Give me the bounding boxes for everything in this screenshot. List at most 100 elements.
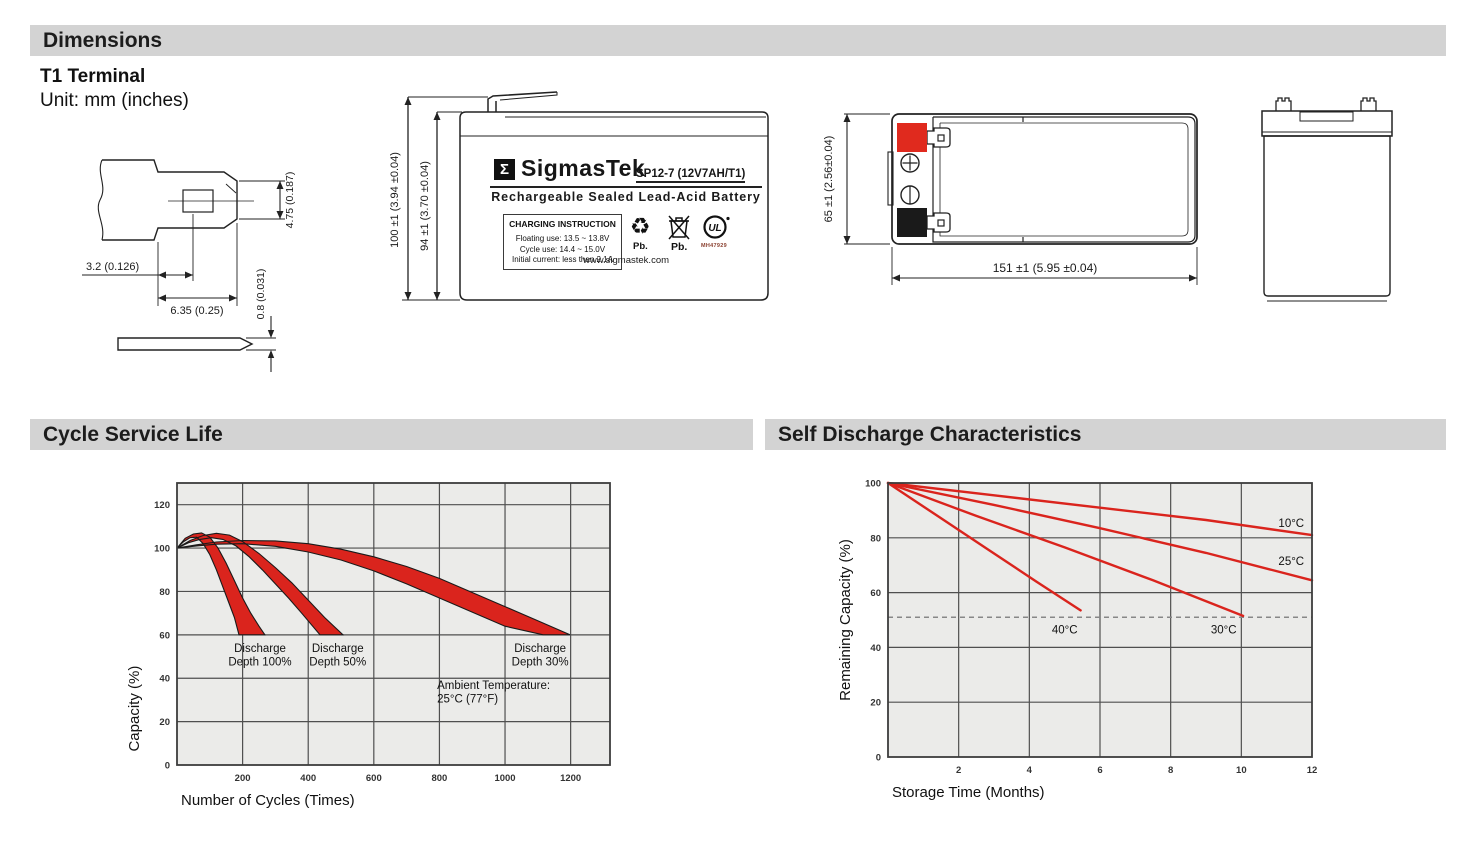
ul-file-number: MH47929 <box>701 243 727 249</box>
svg-text:10: 10 <box>1236 765 1247 776</box>
terminal-break-line <box>97 159 104 241</box>
svg-text:120: 120 <box>154 500 170 511</box>
svg-text:20: 20 <box>159 717 170 728</box>
svg-text:Number of Cycles (Times): Number of Cycles (Times) <box>181 792 355 809</box>
svg-text:40: 40 <box>870 643 881 654</box>
dim-case-height: 94 ±1 (3.70 ±0.04) <box>419 161 431 251</box>
top-view-outer-case <box>891 113 1198 245</box>
svg-text:10°C: 10°C <box>1278 518 1304 530</box>
svg-text:40°C: 40°C <box>1052 625 1078 637</box>
arrowheads <box>843 114 1197 282</box>
dim-total-height: 100 ±1 (3.94 ±0.04) <box>390 152 401 248</box>
section-header-self-discharge: Self Discharge Characteristics <box>765 419 1446 450</box>
svg-text:6: 6 <box>1097 765 1102 776</box>
battery-side-view <box>1261 97 1393 302</box>
arrowheads <box>404 97 441 300</box>
svg-text:100: 100 <box>865 479 881 490</box>
self-discharge-chart: 2 4 6 8 10 12 0 20 40 60 80 100 10°C 25°C 40°C 30°C Stor… <box>837 479 1318 802</box>
svg-text:0: 0 <box>876 753 881 764</box>
top-view-inner-rim-2 <box>939 122 1189 237</box>
t1-terminal-drawing: 3.2 (0.126) 6.35 (0.25) 4.75 (0.187) 0.8… <box>82 159 296 372</box>
side-notch <box>887 151 894 206</box>
top-view-inner-rim <box>932 116 1196 243</box>
vent-plug-slot <box>900 185 920 205</box>
svg-text:800: 800 <box>431 773 447 784</box>
svg-text:Depth 100%: Depth 100% <box>228 657 291 669</box>
svg-text:Discharge: Discharge <box>312 643 364 655</box>
side-terminal-left <box>1275 97 1292 111</box>
terminal-heading: T1 Terminal <box>40 66 146 87</box>
section-header-cycle-service-life: Cycle Service Life <box>30 419 753 450</box>
ul-mark-icon: UL <box>703 215 730 239</box>
front-view-outline: 100 ±1 (3.94 ±0.04) 94 ±1 (3.70 ±0.04) <box>390 91 769 301</box>
registered-dot <box>726 216 730 221</box>
side-lid-recess <box>1299 111 1354 122</box>
svg-text:Storage Time (Months): Storage Time (Months) <box>892 784 1045 801</box>
vent-plug-cross <box>900 153 920 173</box>
svg-text:80: 80 <box>159 587 170 598</box>
svg-text:Depth 50%: Depth 50% <box>309 657 366 669</box>
positive-tab-slot <box>937 134 945 142</box>
svg-text:600: 600 <box>366 773 382 784</box>
svg-text:400: 400 <box>300 773 316 784</box>
svg-text:80: 80 <box>870 533 881 544</box>
svg-text:2: 2 <box>956 765 961 776</box>
pb-recycle-icon: ♻ <box>630 213 651 239</box>
dim-3-2: 3.2 (0.126) <box>86 261 139 273</box>
charging-line-3: Initial current: less than 2.1A <box>512 255 613 264</box>
svg-text:Discharge: Discharge <box>514 643 566 655</box>
section-header-dimensions: Dimensions <box>30 25 1446 56</box>
charging-line-1: Floating use: 13.5 ~ 13.8V <box>515 234 610 243</box>
section-title: Self Discharge Characteristics <box>778 423 1082 446</box>
charging-title: CHARGING INSTRUCTION <box>509 219 616 229</box>
model-number: SP12-7 (12V7AH/T1) <box>636 168 746 183</box>
pb-trash-label: Pb. <box>671 241 688 253</box>
dim-length-151: 151 ±1 (5.95 ±0.04) <box>993 261 1098 275</box>
dim-4-75: 4.75 (0.187) <box>284 172 296 229</box>
terminal-chamfer-line <box>225 183 237 194</box>
section-title: Dimensions <box>43 29 163 52</box>
svg-text:1200: 1200 <box>560 773 581 784</box>
sigma-logo: Σ <box>494 159 515 180</box>
svg-text:25°C (77°F): 25°C (77°F) <box>437 694 498 706</box>
dim-6-35: 6.35 (0.25) <box>170 305 223 317</box>
svg-text:12: 12 <box>1307 765 1318 776</box>
svg-text:8: 8 <box>1168 765 1173 776</box>
extension-lines <box>157 180 285 351</box>
battery-body <box>459 140 769 301</box>
charging-instruction-box: CHARGING INSTRUCTION Floating use: 13.5 … <box>503 214 622 270</box>
section-title: Cycle Service Life <box>43 423 223 446</box>
terminal-thin-view <box>117 337 254 351</box>
svg-text:Ambient Temperature:: Ambient Temperature: <box>437 680 550 692</box>
side-body <box>1263 135 1391 297</box>
arrowheads <box>158 181 284 358</box>
battery-top-view: 65 ±1 (2.56±0.04) 151 ±1 (5.95 ±0.04) <box>823 113 1198 285</box>
terminal-blade-outline <box>102 159 238 241</box>
extension-lines <box>402 96 488 301</box>
dim-width-65: 65 ±1 (2.56±0.04) <box>823 136 835 223</box>
svg-text:Capacity (%): Capacity (%) <box>126 666 143 752</box>
svg-text:30°C: 30°C <box>1211 625 1237 637</box>
charging-line-2: Cycle use: 14.4 ~ 15.0V <box>519 244 606 254</box>
svg-text:UL: UL <box>708 223 721 234</box>
svg-text:0: 0 <box>165 761 170 772</box>
svg-text:60: 60 <box>870 588 881 599</box>
pb-trash-icon <box>668 215 690 240</box>
negative-terminal-marker <box>897 208 927 237</box>
side-terminal-right <box>1360 97 1377 111</box>
svg-text:40: 40 <box>159 674 170 685</box>
svg-text:60: 60 <box>159 630 170 641</box>
battery-front-view: 100 ±1 (3.94 ±0.04) 94 ±1 (3.70 ±0.04) Σ… <box>390 88 780 318</box>
pb-recycle-label: Pb. <box>633 241 648 252</box>
cycle-service-life-chart: 200 400 600 800 1000 1200 0 20 40 60 80 100 120 Disch… <box>126 482 611 809</box>
label-rule <box>490 186 762 188</box>
unit-note: Unit: mm (inches) <box>40 90 189 111</box>
svg-text:20: 20 <box>870 698 881 709</box>
front-terminal-hook <box>499 92 558 101</box>
svg-text:200: 200 <box>235 773 251 784</box>
positive-terminal-marker <box>897 123 927 152</box>
svg-text:1000: 1000 <box>494 773 515 784</box>
svg-text:4: 4 <box>1027 765 1033 776</box>
battery-subtitle: Rechargeable Sealed Lead-Acid Battery <box>491 190 761 204</box>
